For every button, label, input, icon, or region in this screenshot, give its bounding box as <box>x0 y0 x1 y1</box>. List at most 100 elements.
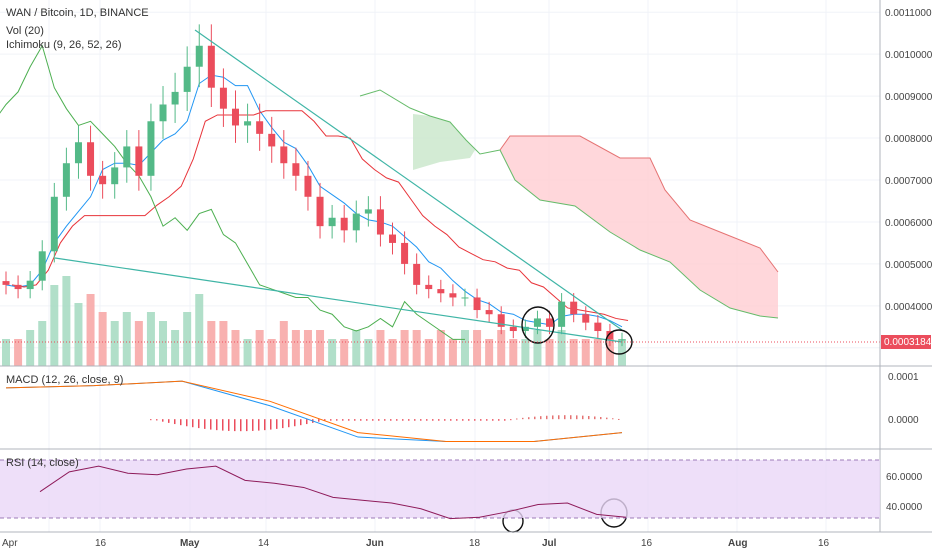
rsi-line <box>39 465 627 520</box>
date-tick: 14 <box>258 538 270 549</box>
volume-bar <box>473 330 482 366</box>
last-price-badge: 0.0003184 <box>881 335 932 349</box>
candle-body <box>38 251 46 281</box>
macd-histogram-bar <box>528 417 530 420</box>
volume-bar <box>38 321 47 366</box>
macd-histogram-bar <box>606 417 608 420</box>
macd-histogram-bar <box>438 419 440 421</box>
volume-bar <box>62 276 71 366</box>
candle-body <box>111 167 119 185</box>
volume-bar <box>255 330 264 366</box>
volume-bar <box>291 330 300 366</box>
candle-body <box>256 121 264 134</box>
candle-body <box>26 280 34 290</box>
volume-bar <box>400 330 409 366</box>
macd-histogram-bar <box>420 419 422 421</box>
macd-histogram-bar <box>612 418 614 420</box>
volume-bar <box>183 312 192 366</box>
macd-histogram-bar <box>414 419 416 421</box>
macd-histogram-bar <box>468 419 470 421</box>
candle-body <box>558 301 566 327</box>
volume-bar <box>533 330 542 366</box>
ichimoku-cloud <box>359 89 779 319</box>
volume-bar <box>593 339 602 366</box>
ichimoku-lines <box>0 44 629 340</box>
candle-body <box>147 121 155 176</box>
volume-bar <box>243 339 252 366</box>
macd-histogram-bar <box>498 419 500 421</box>
volume-bar <box>303 330 312 366</box>
macd-histogram-bar <box>294 419 296 427</box>
macd-label: MACD (12, 26, close, 9) <box>6 374 123 386</box>
macd-histogram-bar <box>228 419 230 431</box>
macd-histogram-bar <box>264 419 266 431</box>
volume-bar <box>134 321 143 366</box>
candle-body <box>207 45 215 88</box>
macd-histogram-bar <box>432 419 434 421</box>
macd-histogram-bar <box>402 419 404 421</box>
volume-bar <box>195 294 204 366</box>
date-tick: Apr <box>2 538 18 549</box>
price-tick: 0.0009000 <box>885 92 932 103</box>
volume-bar <box>605 339 614 366</box>
senkou-a-line <box>499 135 779 273</box>
volume-bar <box>74 303 83 366</box>
price-tick: 0.0007000 <box>885 176 932 187</box>
macd-histogram-bar <box>552 415 554 420</box>
volume-bar <box>340 339 349 366</box>
candle-body <box>316 196 324 227</box>
macd-histogram-bar <box>408 419 410 421</box>
date-tick: 16 <box>818 538 830 549</box>
price-tick: 0.0006000 <box>885 218 932 229</box>
trendline-lower <box>54 257 623 343</box>
candle-body <box>195 45 203 67</box>
annotation-circle <box>521 306 555 344</box>
macd-histogram-bar <box>600 417 602 420</box>
volume-bar <box>50 285 59 366</box>
volume-bar <box>460 330 469 366</box>
date-tick: 16 <box>95 538 107 549</box>
macd-histogram-bar <box>318 419 320 422</box>
macd-histogram-bar <box>156 419 158 421</box>
volume-bar <box>171 330 180 366</box>
cloud-bearish <box>500 136 778 318</box>
rsi-tick: 60.0000 <box>886 472 923 483</box>
kijun-line <box>11 110 629 322</box>
volume-bar <box>509 339 518 366</box>
volume-bar <box>279 321 288 366</box>
candle-body <box>413 263 421 285</box>
volume-bar <box>364 339 373 366</box>
candle-body <box>582 314 590 323</box>
macd-histogram-bar <box>216 419 218 431</box>
price-axis: 0.0011000 0.0010000 0.0009000 0.0008000 0.00… <box>885 8 932 313</box>
trendline-upper <box>194 29 623 331</box>
volume-bar <box>436 330 445 366</box>
macd-histogram-bar <box>480 419 482 421</box>
macd-histogram-bar <box>474 419 476 421</box>
macd-histogram-bar <box>534 416 536 420</box>
macd-histogram-bar <box>174 419 176 425</box>
macd-histogram-bar <box>582 415 584 420</box>
macd-line <box>5 380 623 443</box>
macd-histogram-bar <box>288 419 290 428</box>
chart-title: WAN / Bitcoin, 1D, BINANCE <box>6 7 149 19</box>
macd-histogram-bar <box>192 419 194 428</box>
macd-histogram-bar <box>588 416 590 420</box>
volume-bar <box>412 330 421 366</box>
candle-body <box>99 175 107 185</box>
macd-histogram-bar <box>354 419 356 421</box>
macd-histogram-bar <box>426 419 428 421</box>
candle-body <box>183 66 191 92</box>
candle-body <box>14 284 22 290</box>
macd-histogram-bar <box>246 419 248 432</box>
macd-histogram-bar <box>360 419 362 421</box>
volume-bar <box>485 339 494 366</box>
price-tick: 0.0011000 <box>885 8 932 19</box>
price-tick: 0.0008000 <box>885 134 932 145</box>
macd-histogram-bar <box>522 417 524 420</box>
ichimoku-label: Ichimoku (9, 26, 52, 26) <box>6 39 122 51</box>
candle-body <box>123 146 131 168</box>
candle-body <box>135 146 143 176</box>
volume-bar <box>545 339 554 366</box>
